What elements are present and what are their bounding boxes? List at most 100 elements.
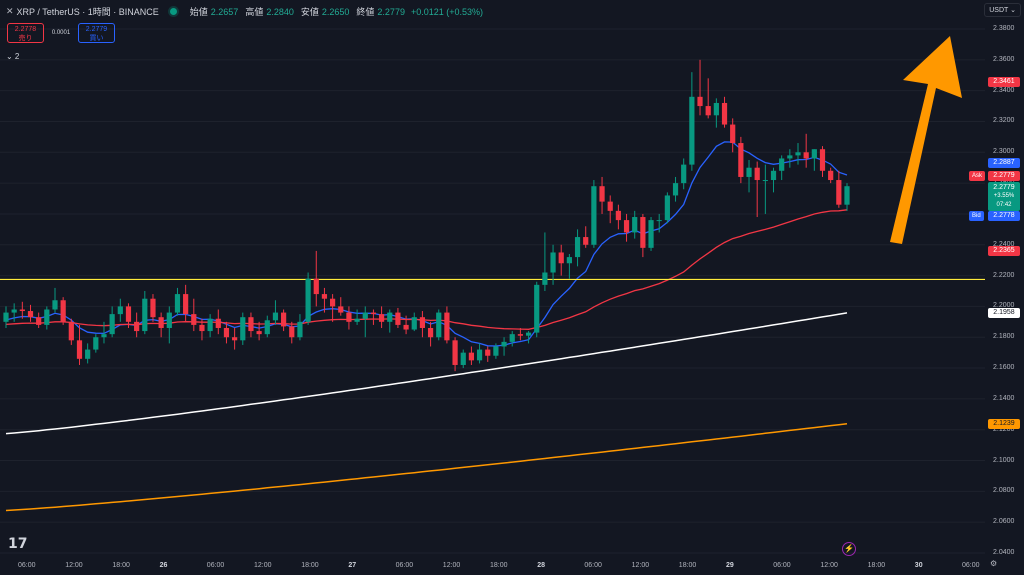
candle[interactable] — [746, 160, 752, 193]
candle[interactable] — [517, 327, 523, 341]
candle[interactable] — [215, 309, 221, 335]
candle[interactable] — [346, 306, 352, 330]
candle[interactable] — [27, 304, 34, 322]
candle[interactable] — [44, 306, 50, 330]
indicators-toggle[interactable]: ⌄ 2 — [6, 52, 20, 61]
candle[interactable] — [754, 161, 760, 218]
candle[interactable] — [762, 164, 768, 214]
candle[interactable] — [664, 192, 670, 224]
candle[interactable] — [436, 309, 442, 341]
candle[interactable] — [485, 346, 491, 362]
candle[interactable] — [566, 254, 572, 279]
candle[interactable] — [330, 294, 336, 322]
sell-button[interactable]: 2.2778 売り — [7, 23, 44, 43]
candle[interactable] — [444, 306, 450, 344]
currency-select[interactable]: USDT ⌄ — [984, 3, 1021, 17]
candle[interactable] — [501, 337, 507, 356]
candle[interactable] — [395, 307, 401, 328]
candle[interactable] — [583, 226, 589, 248]
candle[interactable] — [3, 306, 9, 328]
candle[interactable] — [836, 170, 842, 208]
candle[interactable] — [158, 312, 164, 338]
lightning-icon[interactable]: ⚡ — [842, 542, 856, 556]
candle[interactable] — [362, 306, 368, 338]
candle[interactable] — [264, 315, 270, 338]
candle[interactable] — [52, 287, 58, 313]
ma-red-line[interactable] — [5, 209, 848, 330]
candle[interactable] — [248, 312, 254, 338]
candle[interactable] — [281, 309, 287, 332]
candle[interactable] — [615, 204, 621, 230]
candle[interactable] — [256, 321, 262, 341]
candle[interactable] — [11, 303, 17, 322]
candle[interactable] — [672, 176, 679, 202]
candle[interactable] — [844, 183, 850, 211]
candle[interactable] — [240, 312, 246, 345]
candle[interactable] — [166, 306, 172, 344]
candle[interactable] — [36, 312, 42, 328]
candle[interactable] — [387, 309, 393, 333]
candle[interactable] — [117, 298, 123, 322]
candle[interactable] — [272, 300, 279, 325]
candle[interactable] — [591, 180, 597, 248]
candle[interactable] — [509, 331, 515, 347]
candle[interactable] — [779, 155, 785, 181]
ma-white-line[interactable] — [5, 312, 848, 435]
candle[interactable] — [109, 306, 115, 338]
candle[interactable] — [199, 318, 205, 341]
candle[interactable] — [648, 217, 654, 251]
candle[interactable] — [713, 98, 719, 128]
candle[interactable] — [623, 213, 630, 242]
candle[interactable] — [558, 244, 564, 276]
candle[interactable] — [468, 346, 475, 365]
candle[interactable] — [232, 327, 238, 350]
candle[interactable] — [419, 311, 426, 338]
candle[interactable] — [525, 331, 532, 344]
symbol-title[interactable]: XRP / TetherUS · 1時間 · BINANCE — [16, 7, 159, 17]
tradingview-logo[interactable]: 17 — [8, 536, 28, 552]
candle[interactable] — [640, 213, 646, 258]
collapse-icon[interactable]: ✕ — [6, 6, 14, 16]
up-arrow-drawing[interactable] — [890, 36, 962, 244]
candle[interactable] — [101, 321, 107, 344]
candle[interactable] — [721, 96, 728, 128]
candle[interactable] — [770, 167, 777, 193]
candle[interactable] — [632, 210, 638, 239]
candle[interactable] — [730, 118, 736, 153]
candle[interactable] — [828, 167, 834, 184]
candle[interactable] — [803, 133, 809, 168]
candle[interactable] — [297, 314, 303, 341]
candle[interactable] — [460, 349, 466, 369]
candle[interactable] — [452, 337, 458, 372]
candle[interactable] — [681, 158, 687, 190]
candle[interactable] — [289, 321, 295, 344]
candle[interactable] — [85, 343, 91, 364]
candle[interactable] — [542, 232, 548, 291]
candle[interactable] — [403, 315, 409, 335]
candle[interactable] — [354, 309, 360, 325]
candle[interactable] — [427, 321, 434, 347]
candle[interactable] — [811, 149, 817, 171]
candle[interactable] — [150, 294, 156, 322]
candle[interactable] — [174, 287, 181, 316]
candle[interactable] — [599, 176, 605, 214]
candle[interactable] — [819, 146, 826, 177]
candle[interactable] — [656, 213, 662, 233]
candle[interactable] — [795, 143, 801, 165]
candle[interactable] — [697, 59, 703, 116]
candle[interactable] — [689, 72, 695, 171]
candle[interactable] — [60, 297, 66, 325]
candle[interactable] — [338, 297, 344, 316]
candle[interactable] — [370, 309, 377, 325]
candle[interactable] — [321, 287, 328, 313]
candle[interactable] — [134, 312, 140, 338]
settings-icon[interactable]: ⚙ — [990, 559, 998, 568]
candle[interactable] — [534, 281, 540, 338]
candle[interactable] — [705, 78, 711, 119]
candle[interactable] — [76, 324, 83, 365]
candle[interactable] — [305, 272, 311, 325]
candle[interactable] — [493, 343, 499, 359]
buy-button[interactable]: 2.2779 買い — [78, 23, 115, 43]
candle[interactable] — [223, 321, 230, 344]
